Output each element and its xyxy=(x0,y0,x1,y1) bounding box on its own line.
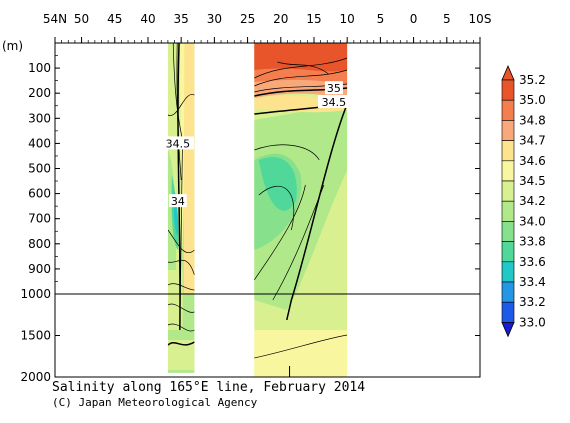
y-tick-label: 700 xyxy=(28,212,51,226)
colorbar-swatch xyxy=(501,180,515,202)
colorbar-label: 33.4 xyxy=(519,275,546,289)
colorbar-label: 34.8 xyxy=(519,113,546,127)
fill-deep xyxy=(254,330,348,377)
credit-text: (C) Japan Meteorological Agency xyxy=(52,396,258,409)
colorbar-swatch xyxy=(501,221,515,242)
x-tick-label: 50 xyxy=(74,12,89,26)
y-tick-label: 2000 xyxy=(20,370,51,384)
colorbar-label: 35.0 xyxy=(519,93,546,107)
colorbar-swatch xyxy=(501,200,515,222)
colorbar-swatch xyxy=(501,281,515,303)
x-tick-label: 35 xyxy=(174,12,189,26)
colorbar-label: 34.0 xyxy=(519,214,546,228)
y-tick-label: 900 xyxy=(28,262,51,276)
contour-line xyxy=(167,323,195,332)
colorbar-swatch xyxy=(501,261,515,283)
contour-label-bg xyxy=(317,94,350,108)
colorbar-label: 33.8 xyxy=(519,235,546,249)
y-tick-label: 100 xyxy=(28,61,51,75)
y-tick-label: 300 xyxy=(28,111,51,125)
colorbar-label: 33.2 xyxy=(519,295,546,309)
x-tick-label: 45 xyxy=(107,12,122,26)
contour-line xyxy=(254,184,306,281)
colorbar-label: 34.5 xyxy=(519,174,546,188)
x-tick-label: 25 xyxy=(240,12,255,26)
x-axis: 54N 50 45 40 35 30 25 20 15 10 5 0 5 10S xyxy=(43,12,492,43)
contour-label-bg xyxy=(168,194,187,208)
y-tick-label: 200 xyxy=(28,86,51,100)
y-axis: 100 200 300 400 500 600 700 800 900 1000 1500 2000 xyxy=(20,55,480,384)
fill-352 xyxy=(254,43,348,72)
contour-line xyxy=(167,259,195,276)
colorbar: 35.2 35.0 34.8 34.7 34.6 34.5 34.2 34.0 33.8 33.6… xyxy=(501,64,546,338)
fill-338 xyxy=(258,156,297,211)
x-tick-label: 5 xyxy=(377,12,385,26)
x-tick-label: 0 xyxy=(410,12,418,26)
y-tick-label: 600 xyxy=(28,187,51,201)
contour-label-bg xyxy=(324,81,343,95)
contour-line-bold xyxy=(177,43,181,331)
colorbar-label: 35.2 xyxy=(519,73,546,87)
contour-line xyxy=(254,334,348,359)
colorbar-top-arrow xyxy=(501,64,515,81)
colorbar-swatch xyxy=(501,160,515,182)
colorbar-swatch xyxy=(501,120,515,141)
fill-342 xyxy=(254,100,348,310)
contour-label: 34 xyxy=(171,195,185,208)
section-south xyxy=(254,43,348,377)
y-tick-label: 800 xyxy=(28,237,51,251)
colorbar-bottom-arrow xyxy=(501,322,515,338)
contour-line xyxy=(167,303,195,313)
contour-line-bold xyxy=(254,103,348,321)
y-axis-unit-label: (m) xyxy=(2,39,23,53)
colorbar-swatch xyxy=(501,99,515,121)
x-tick-label: 10S xyxy=(469,12,492,26)
contour-line xyxy=(277,61,329,75)
contour-label: 34.5 xyxy=(166,137,191,150)
contour-line-bold xyxy=(167,341,195,346)
contour-line xyxy=(167,283,195,291)
fill-high xyxy=(183,43,195,293)
y-tick-label: 1000 xyxy=(20,287,51,301)
x-tick-label: 15 xyxy=(306,12,321,26)
colorbar-label: 33.0 xyxy=(519,315,546,329)
y-tick-label: 1500 xyxy=(20,329,51,343)
chart-title: Salinity along 165°E line, February 2014 xyxy=(52,380,365,395)
contour-label-bg xyxy=(161,136,194,150)
contour-line xyxy=(258,185,295,231)
section-north xyxy=(167,43,195,373)
y-tick-label: 500 xyxy=(28,162,51,176)
colorbar-swatch xyxy=(501,79,515,101)
x-tick-label: 20 xyxy=(273,12,288,26)
contour-line xyxy=(254,69,348,87)
y-tick-label: 400 xyxy=(28,136,51,150)
contour-label: 35 xyxy=(327,82,341,95)
contour-line xyxy=(254,144,320,161)
contour-label: 34.5 xyxy=(322,96,347,109)
x-tick-label: 54N xyxy=(43,12,67,26)
colorbar-label: 34.7 xyxy=(519,134,546,148)
colorbar-swatch xyxy=(501,241,515,263)
x-tick-label: 30 xyxy=(207,12,222,26)
x-tick-label: 10 xyxy=(340,12,355,26)
x-tick-label: 5 xyxy=(443,12,451,26)
colorbar-swatch xyxy=(501,140,515,162)
colorbar-label: 33.6 xyxy=(519,255,546,269)
colorbar-swatch xyxy=(501,301,515,323)
contour-line xyxy=(254,57,348,79)
colorbar-label: 34.2 xyxy=(519,194,546,208)
contour-line xyxy=(167,94,195,116)
colorbar-label: 34.6 xyxy=(519,154,546,168)
x-tick-label: 40 xyxy=(140,12,155,26)
